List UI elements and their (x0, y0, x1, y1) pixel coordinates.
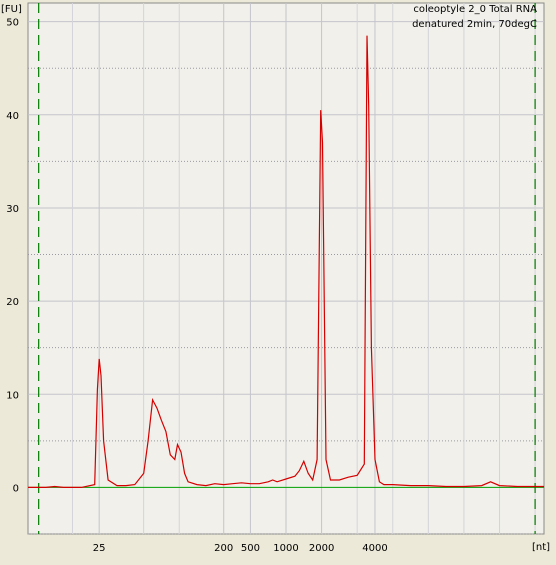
x-tick-label: 25 (93, 543, 106, 554)
y-tick-label: 30 (6, 204, 19, 215)
x-tick-labels: 25 200 500 1000 2000 4000 (93, 543, 388, 554)
x-tick-label: 200 (214, 543, 233, 554)
chart-title-line-2: denatured 2min, 70degC (412, 19, 537, 30)
y-tick-labels: 0 10 20 30 40 50 (6, 18, 19, 495)
x-tick-label: 500 (241, 543, 260, 554)
x-tick-label: 2000 (309, 543, 334, 554)
y-tick-label: 50 (6, 18, 19, 29)
y-tick-label: 10 (6, 390, 19, 401)
chart-title-line-1: coleoptyle 2_0 Total RNA (413, 4, 537, 15)
series-line (28, 35, 544, 488)
x-gridlines (71, 3, 536, 534)
y-tick-label: 20 (6, 297, 19, 308)
y-axis-label: [FU] (1, 4, 22, 15)
x-axis-label: [nt] (532, 542, 550, 553)
x-tick-label: 1000 (273, 543, 298, 554)
y-tick-label: 40 (6, 111, 19, 122)
x-tick-label: 4000 (362, 543, 387, 554)
marker-lines (38, 3, 536, 534)
y-tick-label: 0 (13, 483, 19, 494)
